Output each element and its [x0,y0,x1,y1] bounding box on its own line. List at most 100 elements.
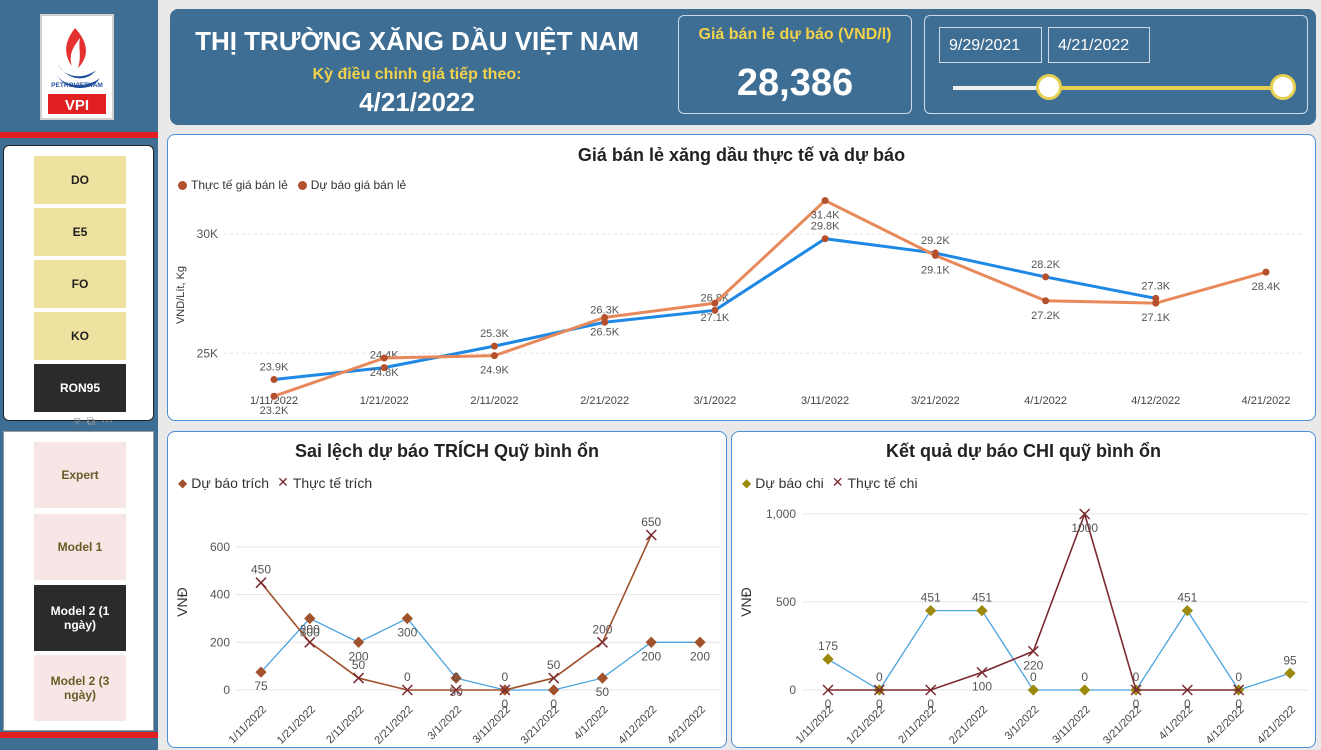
data-label: 0 [1235,697,1242,711]
data-point [490,352,498,360]
data-point [499,684,511,696]
x-tick-label: 3/11/2022 [801,395,849,407]
model-button-model-2-3-day[interactable]: Model 2 (3 ngày) [34,655,126,721]
data-label: 0 [1235,670,1242,684]
start-date-input[interactable]: 9/29/2021 [939,27,1042,63]
data-point [1042,273,1050,281]
y-axis-label: VND/Lít, Kg [175,266,187,324]
legend-dot-icon [178,180,187,190]
data-label: 0 [876,670,883,684]
chart-legend: ◆ Dự báo chi ✕ Thực tế chi [742,474,918,491]
end-date-input[interactable]: 4/21/2022 [1048,27,1150,63]
chart-legend: Thực tế giá bán lẻ Dự báo giá bán lẻ [178,178,406,192]
data-label: 200 [592,622,612,636]
date-range-slicer: 9/29/2021 4/21/2022 [924,15,1308,114]
data-label: 27.1K [1141,312,1170,324]
model-button-model-1[interactable]: Model 1 [34,514,126,580]
data-point [255,577,267,589]
fuel-button-fo[interactable]: FO [34,260,126,308]
focus-mode-icon[interactable]: ⧉ [86,413,96,428]
data-point [1233,684,1245,696]
model-button-expert[interactable]: Expert [34,442,126,508]
data-label: 0 [876,697,883,711]
slider-start-handle[interactable] [1035,74,1062,100]
data-point [380,364,388,372]
data-point [401,684,413,696]
data-point [1181,684,1193,696]
model-button-model-2-1-day[interactable]: Model 2 (1 ngày) [34,585,126,651]
x-tick-label: 4/1/2022 [1024,395,1067,407]
header-banner: THỊ TRƯỜNG XĂNG DẦU VIỆT NAM Kỳ điều chỉ… [170,9,1316,125]
data-label: 50 [596,685,610,699]
data-label: 0 [502,697,509,711]
data-label: 27.1K [701,312,730,324]
data-label: 0 [1133,670,1140,684]
legend-dot-icon [297,180,307,190]
data-point [1262,268,1270,276]
more-options-icon[interactable]: ⋯ [101,414,114,428]
x-tick-label: 4/12/2022 [616,704,659,747]
legend-label: Thực tế trích [292,474,373,491]
chart-title: Sai lệch dự báo TRÍCH Quỹ bình ổn [294,441,600,461]
data-point [353,672,365,684]
y-tick-label: 30K [197,227,218,241]
data-label: 27.3K [1141,280,1170,292]
data-point [821,197,829,205]
fuel-button-ko[interactable]: KO [34,312,126,360]
data-point [270,392,278,400]
data-point [931,251,939,259]
data-label: 26.3K [590,304,619,316]
legend-diamond-icon: ◆ [178,475,188,490]
data-label: 25.3K [480,328,509,340]
legend-cross-icon: ✕ [831,474,844,490]
data-point [450,684,462,696]
data-label: 0 [1184,697,1191,711]
data-point [822,653,834,665]
y-axis-label: VNĐ [174,587,190,617]
slider-end-handle[interactable] [1270,74,1296,100]
data-label: 200 [641,649,661,663]
x-tick-label: 4/12/2022 [1131,395,1180,407]
data-label: 0 [1081,670,1088,684]
visual-toolbar: ▿ ⧉ ⋯ [74,412,154,430]
data-point [645,636,657,648]
x-tick-label: 4/1/2022 [572,704,611,743]
data-point [380,354,388,362]
data-label: 0 [927,697,934,711]
red-divider [0,132,158,138]
data-label: 100 [972,679,992,693]
contribution-chart-plot[interactable]: 0 200 400 600 VNĐ 1/11/2022 1/21/2022 2/11/2022… [168,432,726,747]
retail-price-chart-plot[interactable]: 25K 30K VND/Lít, Kg 1/11/2022 1/21/2022 2/11/… [168,135,1315,420]
data-point [976,604,988,617]
x-tick-label: 4/21/2022 [665,704,708,747]
x-tick-label: 1/11/2022 [227,704,270,747]
red-divider-bottom [0,732,158,738]
data-point [352,636,365,648]
data-point [1027,684,1039,696]
data-label: 200 [349,649,369,663]
x-tick-label: 2/11/2022 [324,704,367,747]
legend-diamond-icon: ◆ [742,475,752,490]
slider-track[interactable] [953,74,1296,100]
y-axis-label: VNĐ [738,587,754,617]
x-tick-label: 3/21/2022 [911,395,960,407]
fuel-button-e5[interactable]: E5 [34,208,126,256]
data-point [821,235,829,243]
x-tick-label: 3/11/2022 [1050,704,1093,747]
x-tick-label: 1/21/2022 [275,704,318,747]
fuel-button-ron95[interactable]: RON95 [34,364,126,412]
forecast-price-card: Giá bán lẻ dự báo (VND/l) 28,386 [678,15,912,114]
filter-icon[interactable]: ▿ [74,413,81,428]
x-tick-label: 4/21/2022 [1255,704,1298,747]
data-label: 28.4K [1252,281,1281,293]
data-point [596,636,608,648]
data-label: 75 [254,679,268,693]
y-tick-label: 600 [210,540,230,554]
data-point [490,342,498,350]
data-point [1284,667,1296,679]
fuel-button-do[interactable]: DO [34,156,126,204]
chart-title: Giá bán lẻ xăng dầu thực tế và dự báo [577,145,906,165]
legend-cross-icon: ✕ [277,474,289,490]
slider-range-fill [1048,86,1283,90]
